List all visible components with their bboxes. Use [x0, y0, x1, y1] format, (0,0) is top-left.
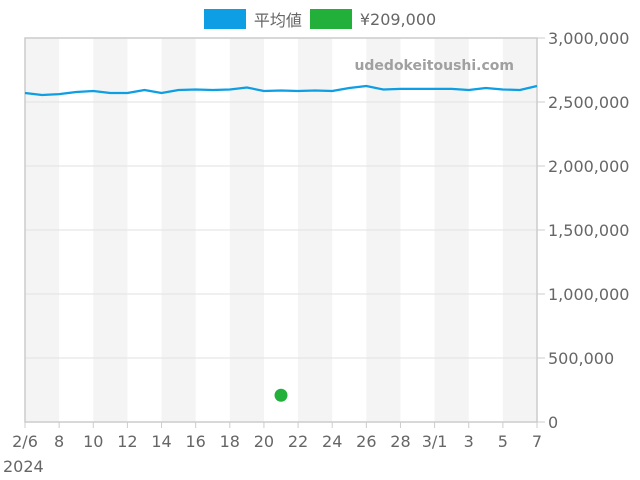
y-tick-label: 3,000,000 — [548, 29, 629, 48]
x-tick-label: 28 — [390, 432, 410, 451]
chart-legend: 平均値 ¥209,000 — [0, 7, 640, 31]
y-tick-label: 2,500,000 — [548, 93, 629, 112]
x-tick-label: 2/6 — [12, 432, 38, 451]
y-axis: 0 500,000 1,000,000 1,500,000 2,000,000 2,500… — [537, 29, 629, 432]
x-tick-label: 24 — [322, 432, 342, 451]
x-tick-label: 7 — [532, 432, 542, 451]
x-tick-label: 8 — [54, 432, 64, 451]
x-tick-label: 26 — [356, 432, 376, 451]
x-tick-label: 22 — [288, 432, 308, 451]
x-tick-label: 10 — [83, 432, 103, 451]
watermark-text: udedokeitoushi.com — [354, 58, 514, 74]
x-axis: 2/6 8 10 12 14 16 18 20 22 24 26 28 3/1 3 5 7 — [12, 422, 542, 451]
price-point-marker — [274, 388, 288, 402]
x-tick-label: 5 — [498, 432, 508, 451]
line-series-swatch-icon — [203, 9, 246, 29]
y-tick-label: 500,000 — [548, 349, 614, 368]
x-axis-year-label: 2024 — [3, 457, 44, 476]
x-tick-label: 14 — [151, 432, 171, 451]
y-tick-label: 0 — [548, 413, 558, 432]
x-tick-label: 16 — [185, 432, 205, 451]
y-tick-label: 1,500,000 — [548, 221, 629, 240]
x-tick-label: 3 — [464, 432, 474, 451]
legend-item-average[interactable]: 平均値 — [203, 7, 302, 31]
legend-label-average: 平均値 — [253, 11, 302, 30]
average-price-line — [24, 84, 538, 97]
x-tick-label: 3/1 — [422, 432, 448, 451]
point-series-swatch-icon — [309, 9, 352, 29]
x-tick-label: 12 — [117, 432, 137, 451]
legend-item-price-point[interactable]: ¥209,000 — [309, 9, 437, 29]
y-tick-label: 1,000,000 — [548, 285, 629, 304]
legend-label-price-point: ¥209,000 — [359, 9, 437, 29]
price-points — [274, 388, 288, 402]
y-tick-label: 2,000,000 — [548, 157, 629, 176]
x-tick-label: 18 — [220, 432, 240, 451]
x-tick-label: 20 — [254, 432, 274, 451]
